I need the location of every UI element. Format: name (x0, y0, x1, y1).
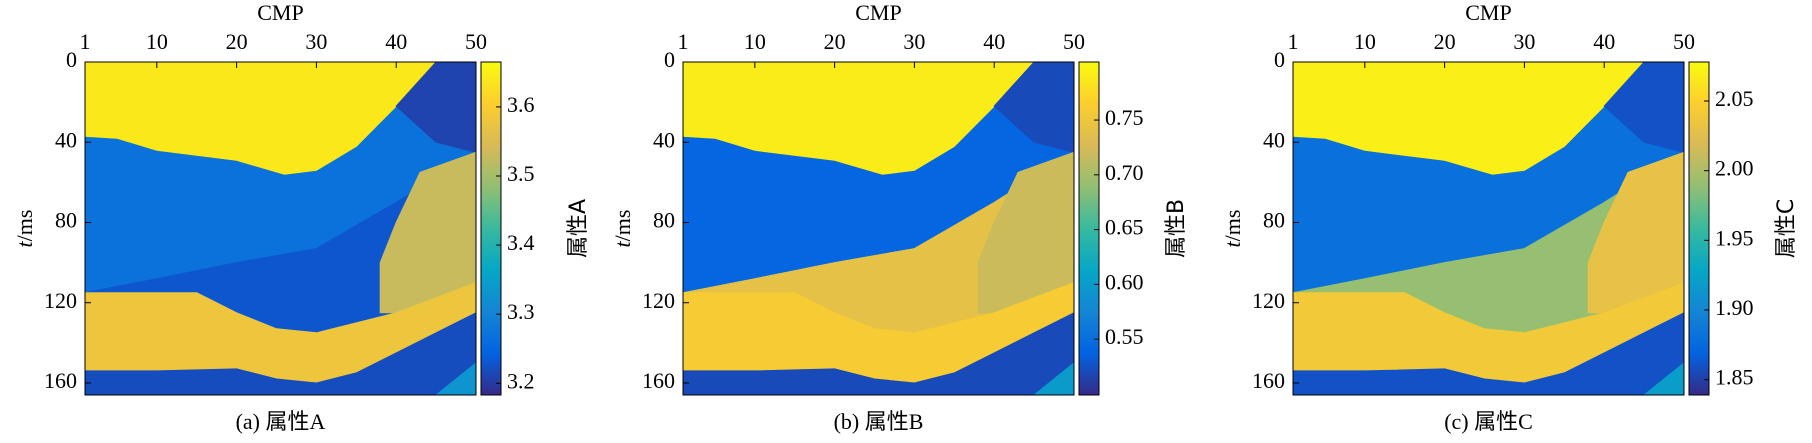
x-tick-label: 20 (1434, 29, 1456, 54)
layer-region (993, 62, 1074, 153)
layer-region (1293, 312, 1684, 395)
x-tick-label: 10 (1354, 29, 1376, 54)
x-axis-label: CMP (1465, 0, 1511, 25)
plot-frame (682, 61, 1075, 396)
x-tick-label: 50 (1063, 29, 1085, 54)
layer-region (1587, 151, 1684, 314)
y-axis-var: t (12, 240, 37, 247)
x-tick-label: 30 (305, 29, 327, 54)
caption: (c) 属性C (1444, 409, 1533, 434)
colorbar-tick-label: 3.3 (507, 299, 535, 324)
heatmap (85, 62, 476, 395)
y-tick-label: 40 (55, 127, 77, 152)
plot-frame (84, 61, 477, 396)
x-tick-label: 1 (678, 29, 689, 54)
colorbar-tick-label: 1.85 (1715, 365, 1754, 390)
colorbar (1078, 61, 1100, 396)
x-tick-label: 50 (465, 29, 487, 54)
x-tick-label: 1 (1288, 29, 1299, 54)
layer-region (1033, 362, 1074, 395)
colorbar-tick-label: 0.70 (1105, 160, 1144, 185)
x-axis-label: CMP (855, 0, 901, 25)
layer-region (379, 151, 476, 314)
x-tick-label: 50 (1673, 29, 1695, 54)
colorbar-label: 属性C (1774, 199, 1799, 258)
y-axis-unit: /ms (12, 210, 37, 242)
y-tick-label: 160 (642, 368, 675, 393)
y-tick-label: 160 (1252, 368, 1285, 393)
colorbar-tick-label: 3.4 (507, 230, 535, 255)
x-tick-label: 20 (824, 29, 846, 54)
y-tick-label: 120 (44, 288, 77, 313)
y-tick-label: 0 (664, 47, 675, 72)
layer-region (683, 312, 1074, 395)
y-tick-label: 40 (653, 127, 675, 152)
colorbar (480, 61, 502, 396)
heatmap (1293, 62, 1684, 395)
colorbar-tick-label: 0.65 (1105, 215, 1144, 240)
colorbar-tick-label: 0.55 (1105, 324, 1144, 349)
y-axis-label: t/ms (1220, 210, 1245, 248)
colorbar-tick-label: 3.5 (507, 161, 535, 186)
colorbar-tick-label: 1.90 (1715, 295, 1754, 320)
layer-region (1603, 62, 1684, 153)
x-tick-label: 40 (1593, 29, 1615, 54)
caption: (a) 属性A (236, 409, 326, 434)
x-tick-label: 40 (983, 29, 1005, 54)
y-tick-label: 120 (642, 288, 675, 313)
colorbar-tick-label: 3.2 (507, 368, 535, 393)
x-tick-label: 10 (744, 29, 766, 54)
x-tick-label: 20 (226, 29, 248, 54)
y-axis-unit: /ms (1220, 210, 1245, 242)
y-axis-label: t/ms (610, 210, 635, 248)
layer-region (85, 312, 476, 395)
y-tick-label: 120 (1252, 288, 1285, 313)
layer-region (435, 362, 476, 395)
x-tick-label: 30 (903, 29, 925, 54)
y-tick-label: 0 (1274, 47, 1285, 72)
y-tick-label: 80 (1263, 208, 1285, 233)
y-tick-label: 160 (44, 368, 77, 393)
layer-region (1643, 362, 1684, 395)
layer-region (395, 62, 476, 153)
x-tick-label: 1 (80, 29, 91, 54)
colorbar (1688, 61, 1710, 396)
colorbar-tick-label: 2.05 (1715, 86, 1754, 111)
colorbar-tick-label: 3.6 (507, 92, 535, 117)
y-axis-var: t (1220, 240, 1245, 247)
y-axis-var: t (610, 240, 635, 247)
heatmap (683, 62, 1074, 395)
layer-region (977, 151, 1074, 314)
colorbar-tick-label: 0.60 (1105, 269, 1144, 294)
colorbar-label: 属性B (1164, 199, 1189, 258)
x-axis-label: CMP (257, 0, 303, 25)
y-tick-label: 80 (653, 208, 675, 233)
y-tick-label: 0 (66, 47, 77, 72)
x-tick-label: 30 (1513, 29, 1535, 54)
y-tick-label: 80 (55, 208, 77, 233)
y-axis-unit: /ms (610, 210, 635, 242)
x-tick-label: 10 (146, 29, 168, 54)
colorbar-label: 属性A (566, 199, 591, 258)
colorbar-tick-label: 1.95 (1715, 225, 1754, 250)
colorbar-tick-label: 0.75 (1105, 105, 1144, 130)
colorbar-tick-label: 2.00 (1715, 156, 1754, 181)
y-tick-label: 40 (1263, 127, 1285, 152)
caption: (b) 属性B (834, 409, 924, 434)
y-axis-label: t/ms (12, 210, 37, 248)
plot-frame (1292, 61, 1685, 396)
x-tick-label: 40 (385, 29, 407, 54)
